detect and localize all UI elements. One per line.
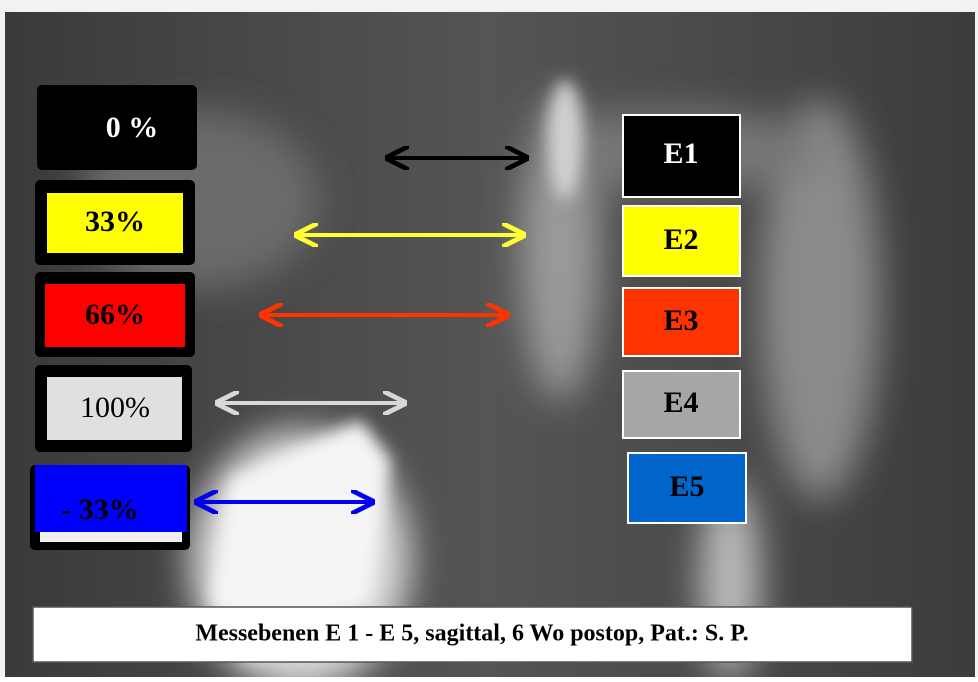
page: 0 % 33% 66% 100% - 33% E1 E2 E3 E4 E5 Me… bbox=[0, 0, 978, 677]
figure: 0 % 33% 66% 100% - 33% E1 E2 E3 E4 E5 Me… bbox=[0, 0, 978, 677]
label-text: 100% bbox=[80, 391, 150, 424]
caption: Messebenen E 1 - E 5, sagittal, 6 Wo pos… bbox=[195, 621, 748, 647]
label-text: 66% bbox=[85, 298, 145, 331]
plane-label: E3 bbox=[663, 304, 698, 337]
label-strip bbox=[40, 532, 182, 542]
label-text: 33% bbox=[85, 205, 145, 238]
plane-label: E5 bbox=[669, 470, 704, 503]
label-text: 0 % bbox=[106, 111, 159, 144]
plane-label: E4 bbox=[663, 386, 698, 419]
plane-label: E1 bbox=[663, 137, 698, 170]
label-text: - 33% bbox=[61, 493, 139, 526]
plane-label: E2 bbox=[663, 223, 698, 256]
